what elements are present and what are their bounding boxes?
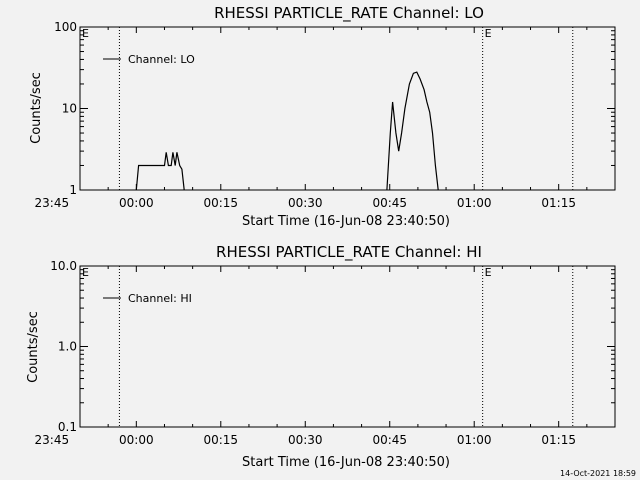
lo-x-tick-label-6: 01:15 [541,196,576,210]
hi-x-tick-label-6: 01:15 [541,433,576,447]
lo-x-tick-label-5: 01:00 [457,196,492,210]
hi-legend-label: Channel: HI [128,292,192,305]
hi-tick-labels: 23:45 00:00 00:15 00:30 00:45 01:00 01:15 0.1 1.… [35,259,576,447]
lo-reference-lines [118,27,574,190]
hi-x-tick-label-0: 23:45 [35,433,70,447]
lo-x-axis-label: Start Time (16-Jun-08 23:40:50) [242,214,450,229]
lo-series-lines [135,71,439,191]
hi-legend: Channel: HI [103,292,192,305]
lo-channel-panel: RHESSI PARTICLE_RATE Channel: LO 23:45 00… [29,4,616,229]
lo-x-tick-label-0: 23:45 [35,196,70,210]
lo-x-tick-label-4: 00:45 [372,196,407,210]
lo-x-tick-label-2: 00:15 [203,196,238,210]
lo-legend: Channel: LO [103,53,195,66]
lo-event-marker-0: E [82,27,89,40]
hi-channel-panel: RHESSI PARTICLE_RATE Channel: HI 23:45 00… [26,243,616,470]
hi-x-tick-label-4: 00:45 [372,433,407,447]
hi-x-tick-label-5: 01:00 [457,433,492,447]
lo-x-tick-label-1: 00:00 [119,196,154,210]
lo-event-marker-1: E [485,27,492,40]
lo-y-tick-label-1: 10 [62,102,77,116]
hi-y-tick-label-1: 1.0 [58,340,77,354]
hi-y-tick-label-2: 10.0 [50,259,77,273]
lo-y-tick-label-2: 100 [54,20,77,34]
hi-x-tick-label-2: 00:15 [203,433,238,447]
lo-series-line-1 [386,71,439,191]
lo-axis-ticks [79,27,616,191]
lo-x-tick-label-3: 00:30 [288,196,323,210]
lo-chart-title: RHESSI PARTICLE_RATE Channel: LO [214,4,484,23]
lo-legend-label: Channel: LO [128,53,195,66]
hi-event-marker-1: E [485,266,492,279]
hi-x-tick-label-3: 00:30 [288,433,323,447]
hi-y-axis-label: Counts/sec [26,311,41,383]
lo-y-axis-label: Counts/sec [29,72,44,144]
footer-timestamp: 14-Oct-2021 18:59 [560,469,636,478]
lo-tick-labels: 23:45 00:00 00:15 00:30 00:45 01:00 01:15 1 10 10… [35,20,576,210]
hi-axis-ticks [79,266,616,428]
hi-x-tick-label-1: 00:00 [119,433,154,447]
hi-y-tick-label-0: 0.1 [58,420,77,434]
lo-series-line-0 [135,152,185,191]
hi-event-marker-0: E [82,266,89,279]
hi-x-axis-label: Start Time (16-Jun-08 23:40:50) [242,455,450,470]
hi-chart-title: RHESSI PARTICLE_RATE Channel: HI [216,243,482,262]
lo-y-tick-label-0: 1 [69,183,77,197]
